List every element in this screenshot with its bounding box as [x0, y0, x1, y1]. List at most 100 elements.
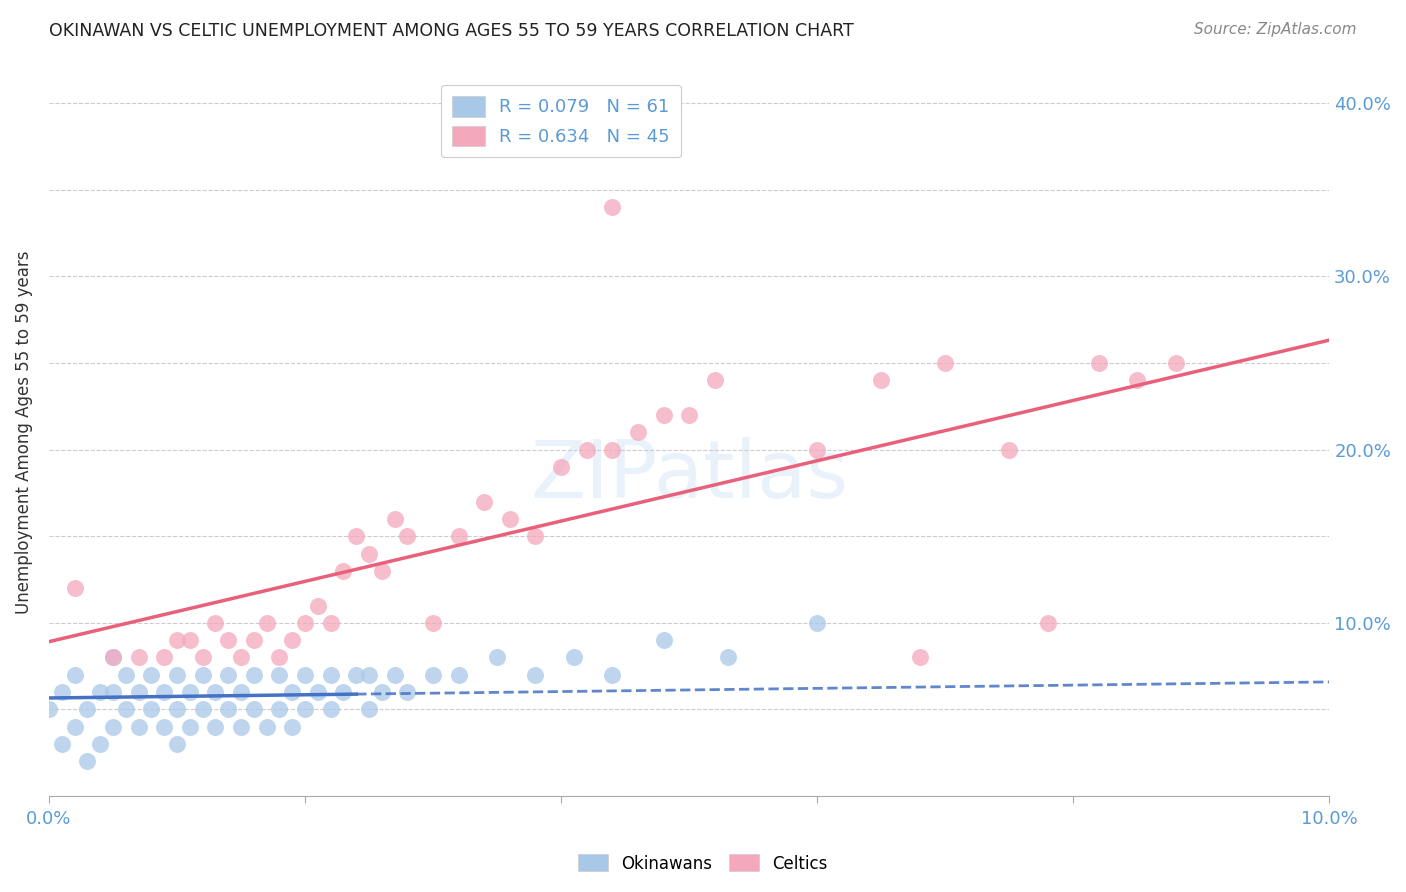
Point [486, 650, 509, 665]
Point [934, 356, 956, 370]
Point [307, 599, 329, 613]
Point [562, 650, 585, 665]
Point [524, 529, 547, 543]
Point [166, 667, 188, 681]
Point [63, 581, 86, 595]
Point [499, 512, 522, 526]
Point [716, 650, 738, 665]
Point [128, 650, 150, 665]
Point [269, 702, 291, 716]
Y-axis label: Unemployment Among Ages 55 to 59 years: Unemployment Among Ages 55 to 59 years [15, 251, 32, 614]
Point [294, 615, 316, 630]
Point [269, 650, 291, 665]
Point [371, 685, 394, 699]
Point [281, 720, 304, 734]
Point [51, 737, 73, 751]
Point [422, 615, 444, 630]
Point [166, 737, 188, 751]
Point [243, 667, 266, 681]
Point [357, 702, 380, 716]
Point [332, 685, 354, 699]
Point [256, 615, 278, 630]
Point [38, 702, 60, 716]
Point [101, 685, 124, 699]
Point [1036, 615, 1059, 630]
Point [217, 633, 239, 648]
Legend: Okinawans, Celtics: Okinawans, Celtics [571, 847, 835, 880]
Point [319, 702, 342, 716]
Point [191, 667, 214, 681]
Point [703, 373, 725, 387]
Point [447, 667, 470, 681]
Point [191, 650, 214, 665]
Point [51, 685, 73, 699]
Point [153, 650, 176, 665]
Point [575, 442, 598, 457]
Point [396, 685, 419, 699]
Point [600, 442, 623, 457]
Point [243, 702, 266, 716]
Point [256, 720, 278, 734]
Point [281, 685, 304, 699]
Point [1126, 373, 1149, 387]
Point [63, 720, 86, 734]
Point [319, 615, 342, 630]
Point [89, 737, 111, 751]
Point [153, 720, 176, 734]
Point [153, 685, 176, 699]
Point [396, 529, 419, 543]
Point [243, 633, 266, 648]
Text: ZIPatlas: ZIPatlas [530, 437, 848, 515]
Point [101, 650, 124, 665]
Point [600, 667, 623, 681]
Point [179, 720, 201, 734]
Point [652, 633, 675, 648]
Point [294, 667, 316, 681]
Point [357, 667, 380, 681]
Point [204, 685, 226, 699]
Point [294, 702, 316, 716]
Point [908, 650, 931, 665]
Point [422, 667, 444, 681]
Point [627, 425, 650, 440]
Point [371, 564, 394, 578]
Point [179, 685, 201, 699]
Point [114, 702, 136, 716]
Point [998, 442, 1021, 457]
Point [870, 373, 893, 387]
Point [384, 512, 406, 526]
Point [384, 667, 406, 681]
Point [344, 667, 367, 681]
Point [269, 667, 291, 681]
Point [652, 408, 675, 422]
Point [191, 702, 214, 716]
Point [1088, 356, 1111, 370]
Point [229, 685, 252, 699]
Point [76, 755, 98, 769]
Point [179, 633, 201, 648]
Point [524, 667, 547, 681]
Legend: R = 0.079   N = 61, R = 0.634   N = 45: R = 0.079 N = 61, R = 0.634 N = 45 [441, 85, 681, 157]
Point [1164, 356, 1187, 370]
Point [204, 720, 226, 734]
Point [101, 650, 124, 665]
Point [114, 667, 136, 681]
Point [141, 702, 163, 716]
Point [447, 529, 470, 543]
Point [128, 720, 150, 734]
Point [319, 667, 342, 681]
Point [806, 615, 828, 630]
Point [678, 408, 700, 422]
Point [101, 720, 124, 734]
Point [76, 702, 98, 716]
Point [128, 685, 150, 699]
Point [217, 667, 239, 681]
Point [332, 564, 354, 578]
Point [89, 685, 111, 699]
Point [166, 633, 188, 648]
Point [229, 650, 252, 665]
Text: Source: ZipAtlas.com: Source: ZipAtlas.com [1194, 22, 1357, 37]
Point [806, 442, 828, 457]
Point [229, 720, 252, 734]
Point [166, 702, 188, 716]
